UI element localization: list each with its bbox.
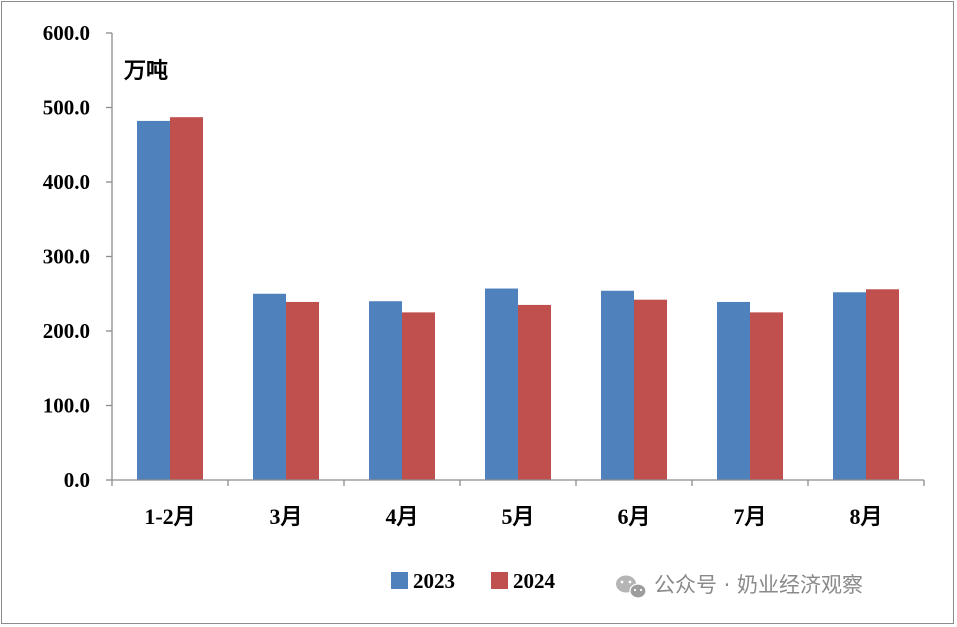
bar-2024-1 xyxy=(286,301,319,480)
y-tick-label: 500.0 xyxy=(43,96,90,120)
bar-2024-5 xyxy=(750,312,783,480)
y-tick-label: 0.0 xyxy=(64,468,90,492)
watermark-text: 公众号 · 奶业经济观察 xyxy=(654,573,863,597)
x-tick-label: 6月 xyxy=(617,504,650,529)
legend-swatch-2023 xyxy=(391,572,408,589)
legend: 2023 2024 xyxy=(391,569,556,593)
x-tick-labels: 1-2月 3月 4月 5月 6月 7月 8月 xyxy=(144,504,882,529)
bar-2023-5 xyxy=(717,301,750,480)
y-tick-label: 600.0 xyxy=(43,21,90,45)
x-tick-label: 1-2月 xyxy=(144,504,195,529)
legend-swatch-2024 xyxy=(491,572,508,589)
bars-group xyxy=(137,117,899,480)
x-tick-label: 7月 xyxy=(733,504,766,529)
bar-2024-3 xyxy=(518,304,551,480)
legend-label-2023: 2023 xyxy=(413,569,455,593)
x-tick-label: 4月 xyxy=(385,504,418,529)
watermark: 公众号 · 奶业经济观察 xyxy=(616,573,863,599)
bar-2023-0 xyxy=(137,120,170,480)
legend-label-2024: 2024 xyxy=(513,569,556,593)
wechat-icon xyxy=(616,575,647,599)
bar-2023-1 xyxy=(253,293,286,480)
y-tick-label: 200.0 xyxy=(43,319,90,343)
y-tick-labels: 0.0 100.0 200.0 300.0 400.0 500.0 600.0 xyxy=(43,21,90,492)
y-tick-label: 400.0 xyxy=(43,170,90,194)
y-unit-label: 万吨 xyxy=(123,58,168,83)
axes-group xyxy=(106,32,925,486)
bar-2023-4 xyxy=(601,290,634,480)
bar-2023-2 xyxy=(369,301,402,480)
bar-2023-6 xyxy=(833,292,866,480)
bar-2024-6 xyxy=(866,289,899,480)
y-tick-label: 300.0 xyxy=(43,245,90,269)
x-tick-label: 8月 xyxy=(849,504,882,529)
bar-2024-4 xyxy=(634,299,667,480)
bar-2024-0 xyxy=(170,117,203,480)
bar-2023-3 xyxy=(485,288,518,480)
x-tick-label: 3月 xyxy=(269,504,302,529)
x-tick-label: 5月 xyxy=(501,504,534,529)
bar-2024-2 xyxy=(402,312,435,480)
y-tick-label: 100.0 xyxy=(43,394,90,418)
